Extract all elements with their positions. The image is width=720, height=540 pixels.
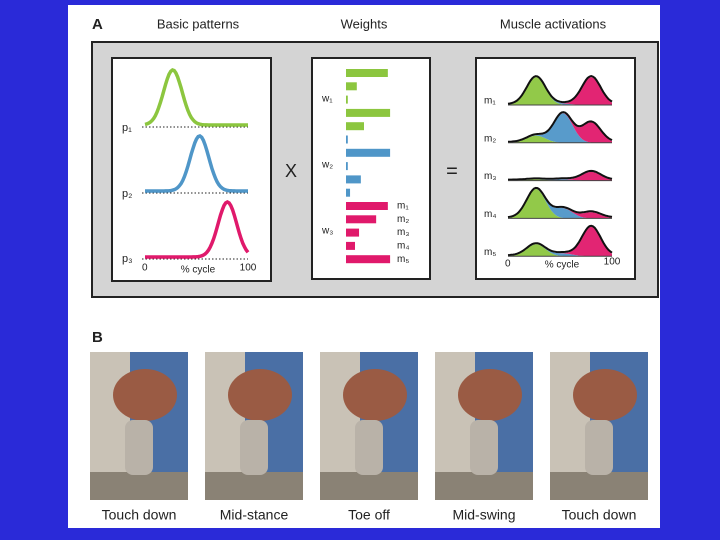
weight-bar <box>346 82 357 91</box>
activation-outline <box>507 186 613 219</box>
photo-figure <box>458 369 522 421</box>
muscle-label: m₅ <box>484 247 496 258</box>
photo-floor <box>435 472 533 500</box>
axis-label: 100 <box>604 257 621 268</box>
weight-bar <box>346 188 351 197</box>
muscle-label: m₅ <box>397 254 409 265</box>
photo-floor <box>550 472 648 500</box>
weight-bar <box>346 241 355 250</box>
caption: Toe off <box>348 507 390 523</box>
pattern-label: p₁ <box>122 122 132 134</box>
activation-area <box>508 188 612 219</box>
panel-label: B <box>92 329 103 346</box>
caption: Mid-swing <box>452 507 515 523</box>
weight-bar <box>346 175 361 184</box>
activation-area <box>508 113 612 143</box>
activation-area <box>508 77 612 105</box>
weight-bar <box>346 215 377 224</box>
axis-label: % cycle <box>545 260 580 271</box>
weight-bar <box>346 162 348 171</box>
pattern-label: p₂ <box>122 188 132 200</box>
weight-bar <box>346 135 348 144</box>
caption: Touch down <box>562 507 637 523</box>
activation-area <box>508 226 612 257</box>
heading: Basic patterns <box>157 16 240 31</box>
photo-figure <box>113 369 177 421</box>
axis-label: % cycle <box>181 265 216 276</box>
muscle-label: m₄ <box>484 209 496 220</box>
activation-area <box>508 244 612 257</box>
weight-bar <box>346 108 391 117</box>
muscle-label: m₂ <box>484 133 496 144</box>
photo-legs <box>585 420 613 475</box>
photo-floor <box>320 472 418 500</box>
pattern-curve <box>145 200 250 259</box>
operator: X <box>285 161 297 181</box>
axis-label: 0 <box>142 263 148 274</box>
activation-area <box>508 77 612 105</box>
weight-bar <box>346 122 364 131</box>
muscle-label: m₄ <box>397 241 409 252</box>
muscle-label: m₁ <box>484 96 496 107</box>
photo-legs <box>470 420 498 475</box>
muscle-label: m₃ <box>484 171 496 182</box>
heading: Weights <box>341 16 388 31</box>
activation-area <box>508 188 612 219</box>
activation-outline <box>508 169 613 181</box>
heading: Muscle activations <box>500 16 607 31</box>
activation-area <box>508 171 612 181</box>
weight-label: w₃ <box>321 226 333 237</box>
weight-label: w₁ <box>321 94 333 105</box>
muscle-label: m₂ <box>397 214 409 225</box>
activation-area <box>508 113 612 143</box>
panel-label: A <box>92 16 103 33</box>
operator: = <box>446 160 458 182</box>
axis-label: 100 <box>240 263 257 274</box>
photo-legs <box>240 420 268 475</box>
pattern-curve <box>145 134 248 193</box>
weight-bar <box>346 228 360 237</box>
activations-box <box>475 57 636 280</box>
photo-figure <box>343 369 407 421</box>
weight-bar <box>346 95 348 104</box>
weight-bar <box>346 148 391 157</box>
activation-outline <box>507 75 613 105</box>
photo-floor <box>90 472 188 500</box>
weight-label: w₂ <box>321 160 333 171</box>
activation-area <box>508 189 612 219</box>
muscle-label: m₃ <box>397 227 409 238</box>
activation-area <box>508 244 612 257</box>
caption: Mid-stance <box>220 507 289 523</box>
activation-area <box>508 179 612 181</box>
patterns-box <box>111 57 272 282</box>
photo-legs <box>355 420 383 475</box>
photo-legs <box>125 420 153 475</box>
weight-bar <box>346 255 391 264</box>
photo-floor <box>205 472 303 500</box>
activation-outline <box>508 111 613 143</box>
pattern-label: p₃ <box>122 253 133 265</box>
muscle-label: m₁ <box>397 201 409 212</box>
weight-bar <box>346 69 388 77</box>
activation-outline <box>507 224 613 257</box>
activation-area <box>508 135 612 143</box>
pattern-curve <box>144 68 248 127</box>
weight-bar <box>346 202 388 210</box>
photo-figure <box>573 369 637 421</box>
axis-label: 0 <box>505 259 511 270</box>
photo-figure <box>228 369 292 421</box>
weights-box <box>311 57 431 280</box>
caption: Touch down <box>102 507 177 523</box>
